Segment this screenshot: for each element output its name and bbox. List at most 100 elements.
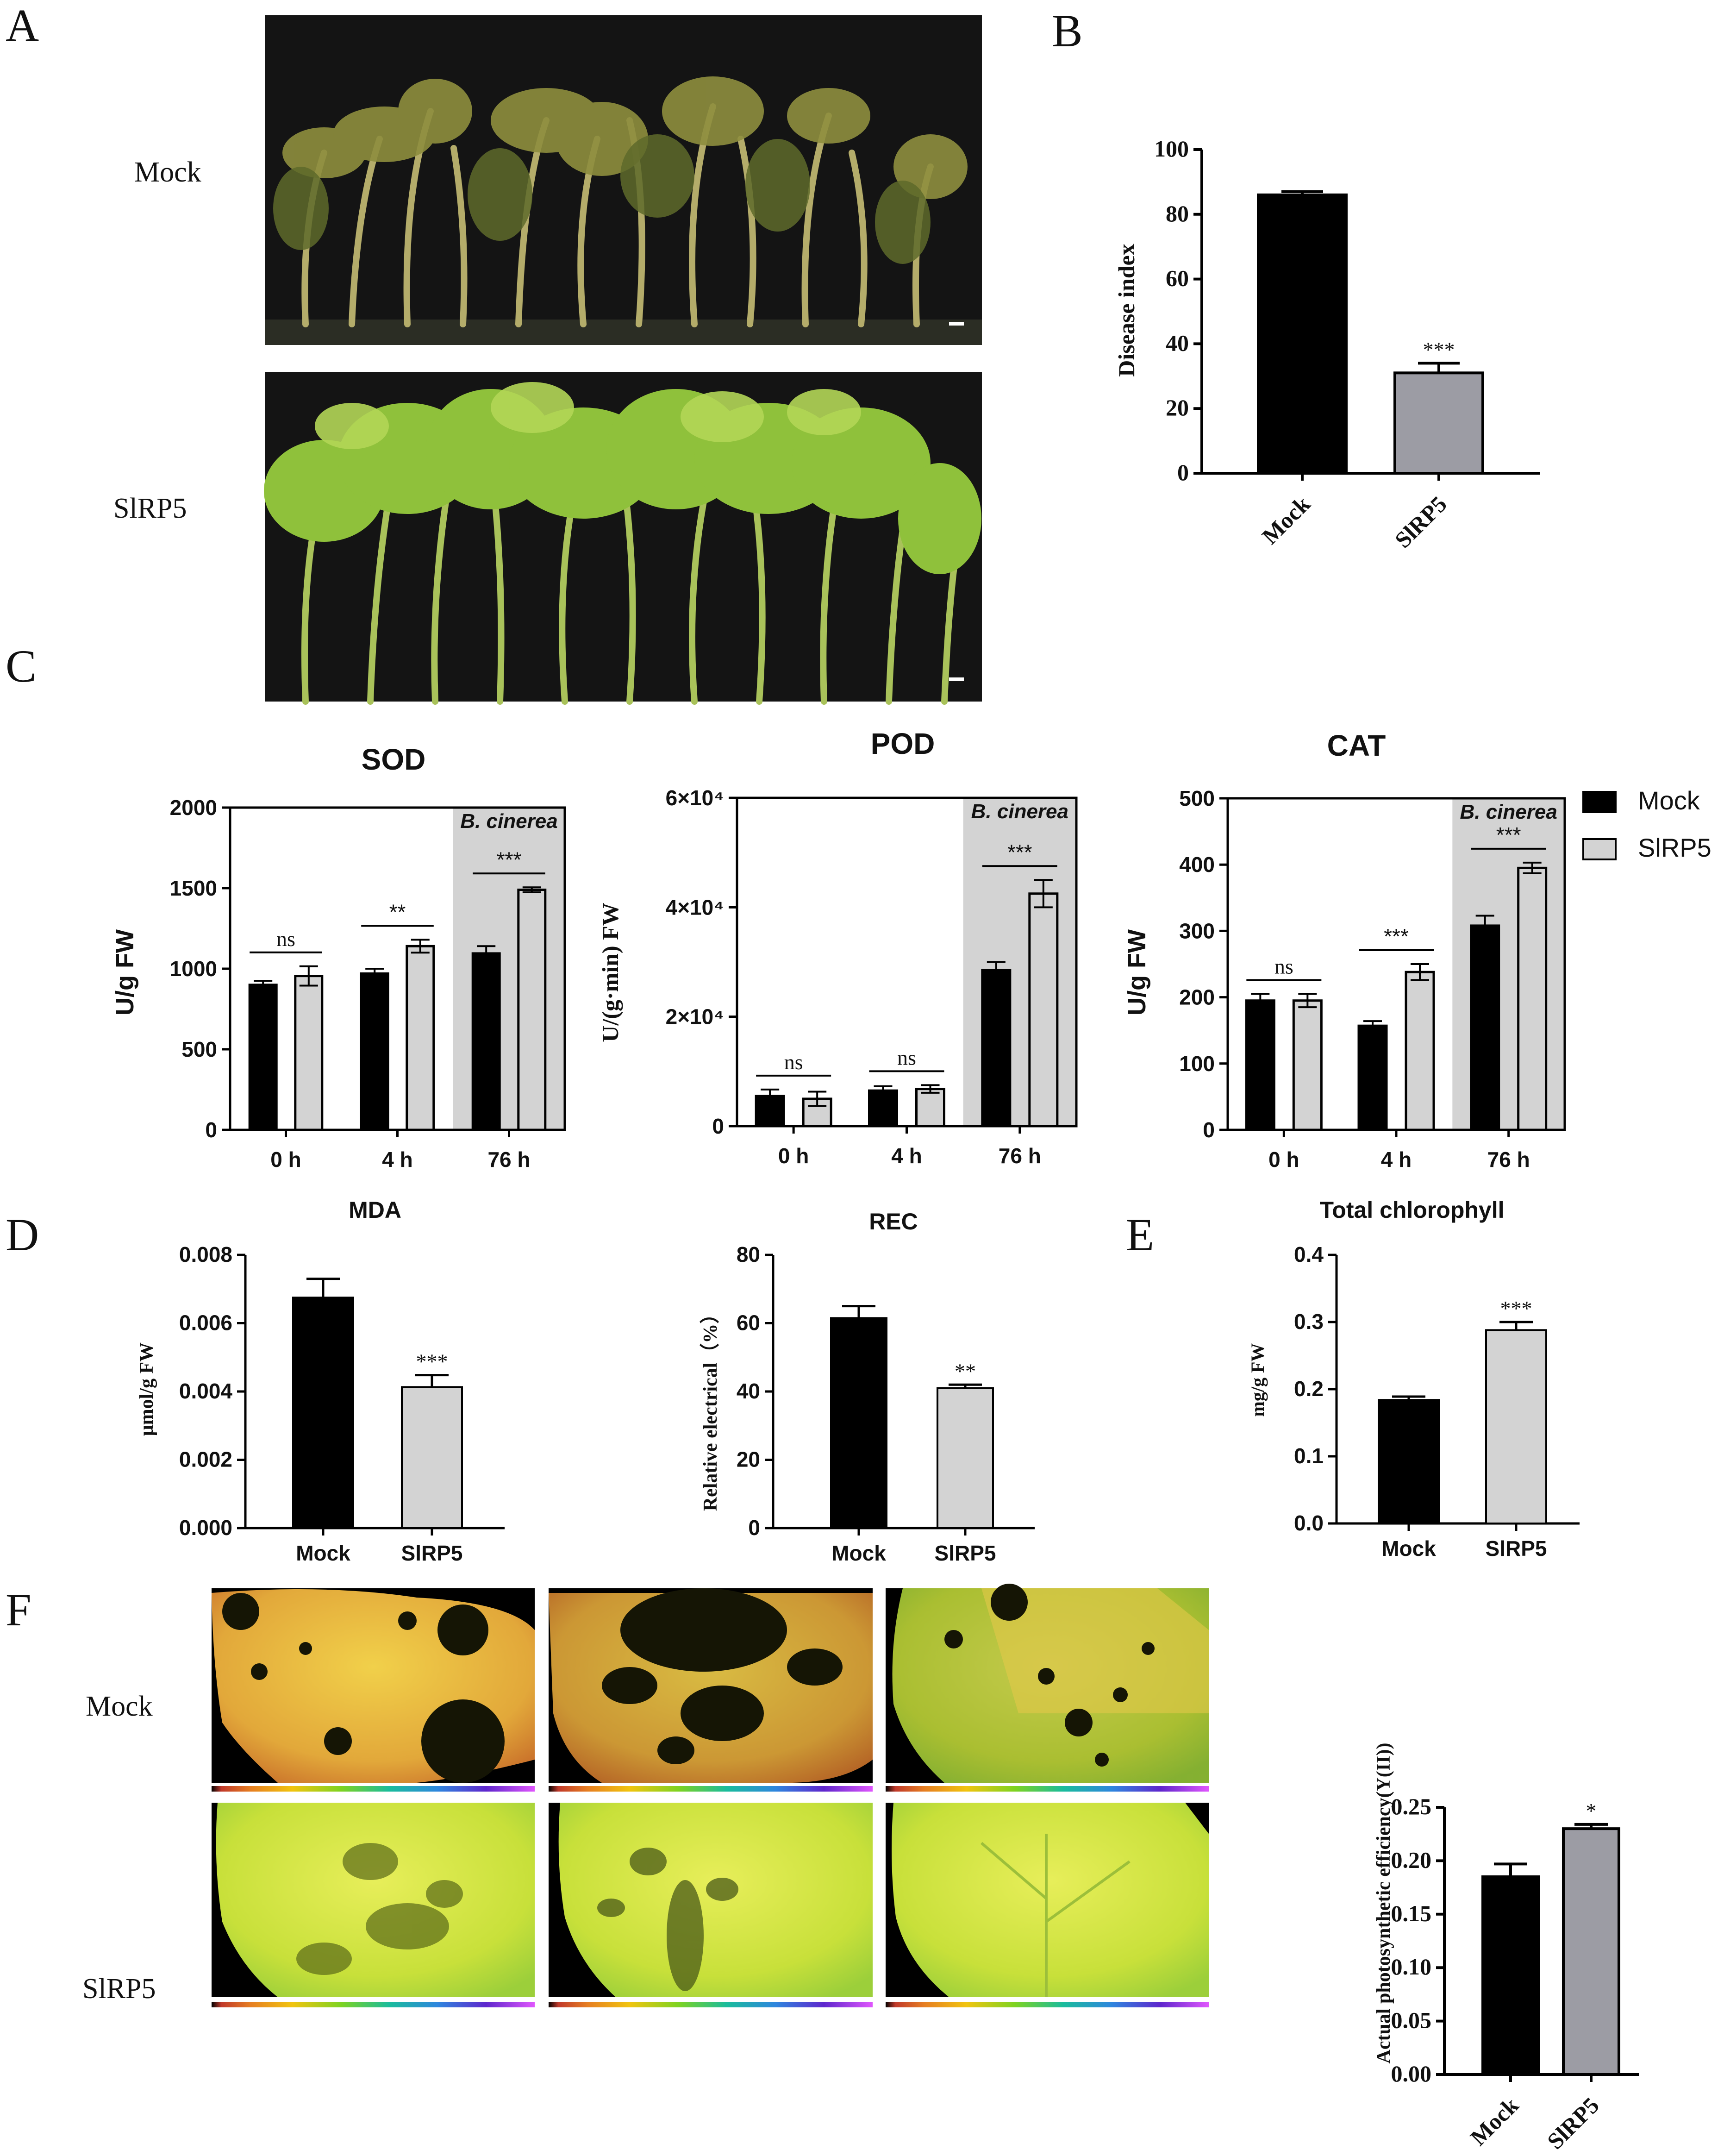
- legend-c: Mock SlRP5: [1582, 786, 1712, 862]
- chart-disease-index: Disease index 0 20 40 60 80 100 Mock SlRP5 ***: [1113, 136, 1540, 553]
- cat-bar-mock: [1245, 999, 1275, 1131]
- cat-y-axis-label: U/g FW: [1123, 929, 1151, 1015]
- pod-title: POD: [871, 727, 935, 760]
- chl-significance-label: ***: [1500, 1297, 1532, 1320]
- leaf-slrp5-2: [549, 1803, 873, 2007]
- sod-bar-slrp5: [406, 945, 435, 1131]
- sod-bar-mock: [248, 984, 278, 1131]
- chart-mda: MDA μmol/g FW 0.000 0.002 0.004 0.006 0.008 M…: [136, 1197, 505, 1565]
- cat-bar-mock: [1470, 924, 1500, 1131]
- mda-y-tick-label: 0.004: [179, 1379, 233, 1403]
- mda-x-tick-label: SlRP5: [401, 1541, 463, 1565]
- b-y-tick-label: 100: [1154, 136, 1189, 162]
- b-x-tick-label: SlRP5: [1390, 491, 1452, 553]
- cat-x-tick-label: 0 h: [1268, 1147, 1299, 1172]
- pod-y-tick-label: 4×10⁴: [666, 895, 724, 919]
- rec-significance-label: **: [955, 1359, 976, 1383]
- pod-cinerea-label: B. cinerea: [971, 800, 1068, 823]
- chl-bar-mock: [1378, 1399, 1440, 1524]
- sod-significance-label: ***: [497, 847, 522, 871]
- b-y-axis-label: Disease index: [1113, 244, 1139, 377]
- b-y-tick-label: 60: [1166, 265, 1189, 291]
- cat-x-tick-label: 4 h: [1381, 1147, 1412, 1172]
- rec-bar-mock: [830, 1317, 887, 1529]
- f-x-tick-label: Mock: [1465, 2092, 1524, 2150]
- sod-y-axis-label: U/g FW: [111, 929, 139, 1015]
- sod-bar-slrp5: [294, 975, 324, 1131]
- panel-letter-f: F: [6, 1584, 31, 1636]
- f-y-tick-label: 0.00: [1391, 2061, 1432, 2087]
- cat-bar-slrp5: [1517, 866, 1548, 1131]
- b-x-tick-label: Mock: [1257, 491, 1315, 549]
- slrp5-plant-photo: [264, 372, 982, 705]
- pod-bar-slrp5: [1028, 892, 1059, 1128]
- pod-x-tick-label: 76 h: [999, 1144, 1041, 1168]
- cat-cinerea-label: B. cinerea: [1460, 801, 1557, 823]
- f-y-tick-label: 0.20: [1391, 1847, 1432, 1873]
- cat-y-tick-label: 0: [1203, 1118, 1215, 1142]
- sod-y-tick-label: 1000: [170, 957, 217, 981]
- mda-y-tick-label: 0.006: [179, 1311, 232, 1335]
- sod-x-tick-label: 0 h: [270, 1147, 301, 1172]
- mda-y-tick-label: 0.002: [179, 1448, 232, 1472]
- rec-y-tick-label: 80: [737, 1242, 760, 1266]
- chart-rec: REC Relative electrical（%） 0 20 40 60 80 Mock…: [700, 1209, 1035, 1565]
- sod-x-tick-label: 76 h: [487, 1147, 530, 1172]
- b-y-tick-label: 0: [1177, 459, 1189, 485]
- rec-title: REC: [869, 1209, 918, 1235]
- cat-significance-label: ***: [1496, 823, 1521, 847]
- f-bar-slrp5: [1562, 1827, 1620, 2076]
- leaf-mock-1: [212, 1588, 535, 1792]
- sod-y-tick-label: 500: [181, 1037, 217, 1061]
- panel-letter-a: A: [6, 0, 39, 51]
- pod-significance-label: ***: [1007, 840, 1032, 864]
- chlorophyll-y-axis-label: mg/g FW: [1247, 1343, 1268, 1417]
- row-label-slrp5-f: SlRP5: [82, 1973, 156, 2005]
- b-bar-mock: [1257, 193, 1348, 475]
- sod-y-tick-label: 2000: [170, 796, 217, 820]
- panel-letter-d: D: [6, 1209, 39, 1260]
- rec-y-tick-label: 60: [737, 1311, 760, 1335]
- pod-y-tick-label: 2×10⁴: [666, 1005, 724, 1029]
- pod-x-tick-label: 0 h: [778, 1144, 809, 1168]
- chl-bar-slrp5: [1485, 1329, 1547, 1524]
- row-label-slrp5-a: SlRP5: [113, 493, 187, 524]
- sod-bar-mock: [360, 972, 389, 1131]
- sod-bar-slrp5: [517, 888, 547, 1131]
- rec-x-tick-label: SlRP5: [935, 1541, 996, 1565]
- cat-title: CAT: [1327, 729, 1386, 762]
- sod-x-tick-label: 4 h: [382, 1147, 412, 1172]
- panel-f-leaf-images: Mock SlRP5: [82, 1584, 1209, 2007]
- sod-significance-label: ns: [276, 927, 295, 951]
- rec-y-tick-label: 40: [737, 1379, 760, 1403]
- chl-y-tick-label: 0.4: [1294, 1242, 1324, 1266]
- legend-slrp5-label: SlRP5: [1638, 833, 1712, 862]
- leaf-mock-3: [886, 1584, 1209, 1792]
- f-bar-mock: [1481, 1875, 1540, 2076]
- panel-letter-b: B: [1052, 5, 1083, 56]
- legend-slrp5-swatch: [1582, 838, 1617, 860]
- sod-significance-label: **: [389, 900, 406, 924]
- row-label-mock-f: Mock: [86, 1691, 153, 1722]
- panel-letter-c: C: [6, 640, 37, 692]
- mda-title: MDA: [349, 1197, 401, 1223]
- f-y-axis-label: Actual photosynthetic efficiency(Y(II)): [1373, 1743, 1394, 2064]
- f-y-tick-label: 0.10: [1391, 1954, 1432, 1980]
- mda-bar-mock: [292, 1297, 354, 1529]
- pod-bar-mock: [981, 969, 1012, 1128]
- legend-mock-swatch: [1582, 791, 1617, 813]
- pod-y-tick-label: 6×10⁴: [666, 786, 724, 810]
- chl-x-tick-label: SlRP5: [1486, 1536, 1547, 1561]
- rec-y-tick-label: 0: [748, 1516, 760, 1540]
- chl-x-tick-label: Mock: [1381, 1536, 1436, 1561]
- f-significance-label: *: [1586, 1799, 1597, 1823]
- panel-a-photos: Mock SlRP5: [113, 15, 982, 705]
- chl-y-tick-label: 0.2: [1294, 1377, 1324, 1401]
- row-label-mock-a: Mock: [134, 157, 201, 188]
- chl-y-tick-label: 0.1: [1294, 1444, 1324, 1468]
- mda-y-tick-label: 0.000: [179, 1516, 232, 1540]
- pod-significance-label: ns: [897, 1046, 916, 1069]
- cat-significance-label: ***: [1384, 924, 1409, 948]
- sod-y-tick-label: 1500: [170, 876, 217, 900]
